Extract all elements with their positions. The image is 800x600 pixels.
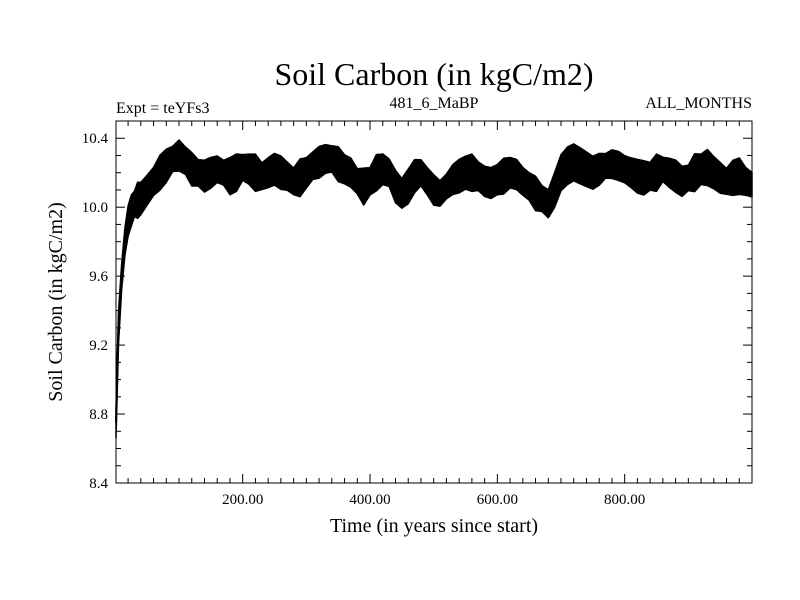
y-tick-label: 10.0 (82, 200, 108, 216)
series-line (115, 154, 753, 423)
series-band (115, 139, 753, 439)
x-tick-label: 200.00 (222, 492, 263, 508)
y-tick-label: 9.2 (89, 338, 108, 354)
series-layer (115, 139, 753, 439)
plot-frame (115, 120, 753, 484)
period-label: 481_6_MaBP (390, 95, 479, 112)
ticks-layer: 200.00 400.00 600.00 800.00 8.4 8.8 9.2 9.6 10.0… (82, 120, 752, 508)
months-label: ALL_MONTHS (645, 95, 752, 112)
y-axis-label: Soil Carbon (in kgC/m2) (45, 202, 67, 401)
x-tick-label: 800.00 (604, 492, 645, 508)
chart-title: Soil Carbon (in kgC/m2) (274, 56, 593, 92)
y-tick-label: 8.4 (89, 476, 108, 492)
y-tick-label: 10.4 (82, 131, 109, 147)
x-tick-label: 400.00 (349, 492, 390, 508)
experiment-label: Expt = teYFs3 (116, 100, 209, 117)
x-axis-label: Time (in years since start) (330, 515, 538, 537)
y-tick-label: 8.8 (89, 407, 108, 423)
x-tick-label: 600.00 (477, 492, 518, 508)
y-tick-label: 9.6 (89, 269, 108, 285)
